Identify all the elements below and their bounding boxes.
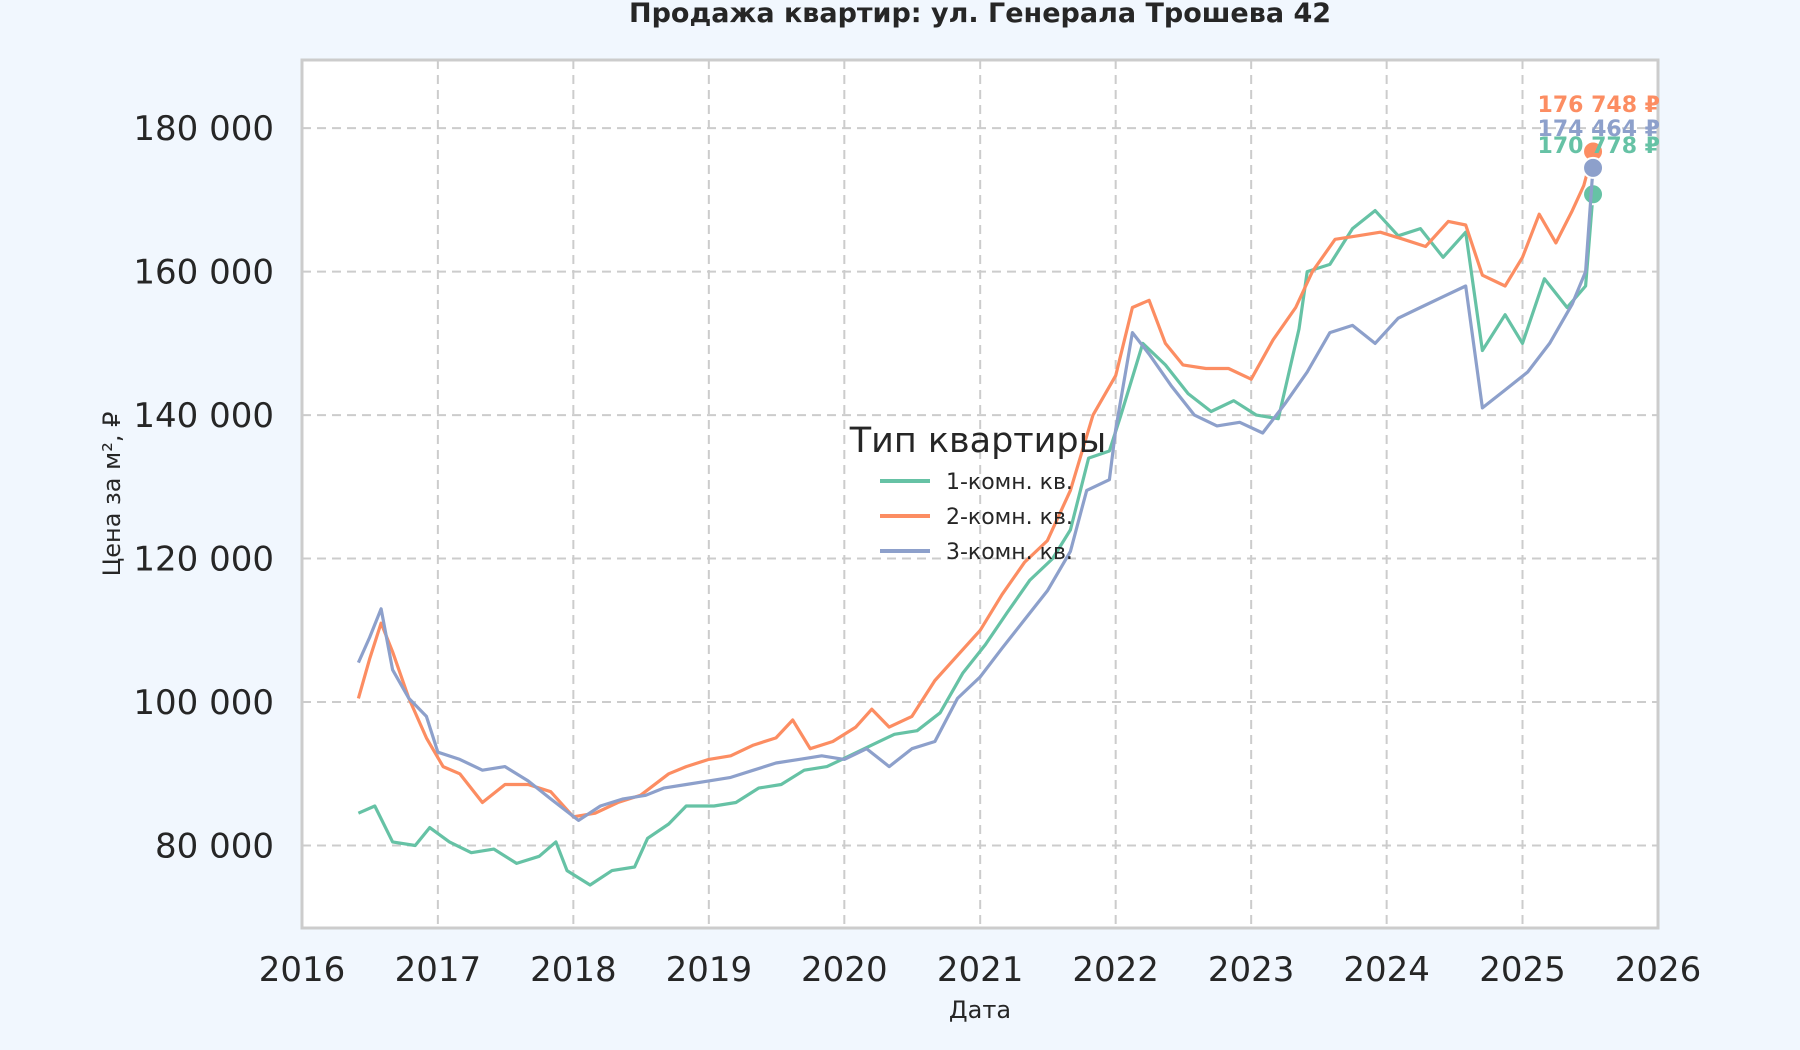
grid-lines	[301, 60, 1659, 928]
x-tick-label: 2019	[666, 950, 753, 990]
end-value-labels: 170 778 ₽ 176 748 ₽174 464 ₽	[1538, 93, 1660, 159]
y-tick-labels: 80 000 100 000 120 000 140 000 160 000 180 00…	[133, 109, 274, 866]
plot-frame	[300, 58, 1660, 930]
x-tick-label: 2016	[259, 950, 346, 990]
y-tick-label: 180 000	[133, 109, 274, 149]
legend-entry-label: 3-комн. кв.	[946, 540, 1073, 565]
legend-title: Тип квартиры	[849, 421, 1107, 461]
x-tick-label: 2025	[1479, 950, 1566, 990]
x-tick-label: 2017	[395, 950, 482, 990]
x-tick-label: 2018	[530, 950, 617, 990]
y-tick-label: 100 000	[133, 683, 274, 723]
x-tick-label: 2026	[1615, 950, 1702, 990]
series-line	[357, 194, 1595, 887]
x-tick-label: 2020	[801, 950, 888, 990]
end-value-label: 174 464 ₽	[1538, 117, 1660, 142]
x-tick-labels: 2016 2017 2018 2019 2020 2021 2022 2023 2024 2025…	[259, 950, 1702, 990]
y-tick-label: 160 000	[133, 253, 274, 293]
end-value-label: 176 748 ₽	[1538, 93, 1660, 118]
series-lines	[356, 140, 1605, 887]
y-tick-label: 120 000	[133, 540, 274, 580]
y-tick-label: 80 000	[155, 827, 274, 867]
legend-entry-label: 1-комн. кв.	[946, 470, 1073, 495]
series-line	[356, 167, 1595, 822]
end-point-marker	[1582, 156, 1605, 179]
x-tick-label: 2022	[1072, 950, 1159, 990]
y-axis-label: Цена за м², ₽	[98, 412, 126, 577]
legend-entry-label: 2-комн. кв.	[946, 505, 1073, 530]
legend: Тип квартиры 1-комн. кв. 2-комн. кв. 3-ком…	[849, 421, 1107, 565]
x-tick-label: 2024	[1343, 950, 1430, 990]
y-tick-label: 140 000	[133, 396, 274, 436]
x-tick-label: 2021	[937, 950, 1024, 990]
x-tick-label: 2023	[1208, 950, 1295, 990]
chart-title: Продажа квартир: ул. Генерала Трошева 42	[629, 0, 1331, 29]
x-axis-label: Дата	[949, 996, 1011, 1024]
end-value-label: 170 778 ₽	[1538, 134, 1660, 159]
